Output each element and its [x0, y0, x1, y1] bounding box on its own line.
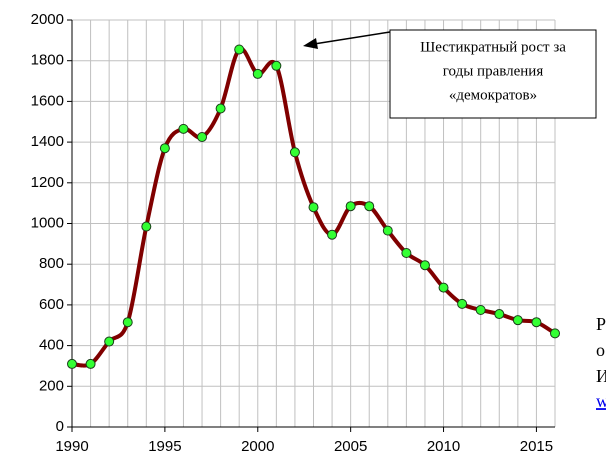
y-tick-label: 2000 — [31, 11, 64, 28]
marker — [512, 315, 523, 326]
x-tick-label: 1990 — [55, 438, 88, 455]
marker — [531, 317, 542, 328]
marker — [345, 201, 356, 212]
marker — [197, 132, 208, 143]
y-tick-label: 400 — [39, 337, 64, 354]
x-tick-label: 2000 — [241, 438, 274, 455]
side-link[interactable]: w — [596, 391, 606, 411]
marker — [289, 147, 300, 158]
x-tick-label: 2005 — [334, 438, 367, 455]
marker — [85, 358, 96, 369]
annotation-text: Шестикратный рост за — [420, 39, 566, 55]
y-tick-label: 1200 — [31, 174, 64, 191]
marker — [327, 229, 338, 240]
marker — [494, 309, 505, 320]
side-text: И — [596, 366, 606, 386]
arrow-head — [303, 38, 318, 49]
y-tick-label: 1800 — [31, 52, 64, 69]
x-tick-label: 2010 — [427, 438, 460, 455]
y-tick-label: 1600 — [31, 92, 64, 109]
plot — [67, 44, 560, 369]
marker — [159, 143, 170, 154]
annotation-arrow — [313, 31, 391, 45]
y-tick-label: 200 — [39, 377, 64, 394]
marker — [271, 60, 282, 71]
marker — [141, 221, 152, 232]
marker — [457, 298, 468, 309]
side-text: Р — [596, 314, 606, 334]
marker — [419, 260, 430, 271]
marker — [550, 328, 560, 339]
marker — [252, 68, 263, 79]
annotation-text: «демократов» — [449, 87, 537, 103]
y-tick-label: 1400 — [31, 133, 64, 150]
y-tick-label: 0 — [56, 418, 64, 435]
marker — [122, 317, 133, 328]
grid: 0 200 400 600 800 1000 1200 1400 1600 1800 2000 199… — [31, 11, 556, 455]
annotation-box — [389, 29, 597, 119]
x-tick-label: 2015 — [520, 438, 553, 455]
marker — [178, 123, 189, 134]
marker — [67, 358, 77, 369]
x-tick-label: 1995 — [148, 438, 181, 455]
y-tick-label: 800 — [39, 255, 64, 272]
marker — [401, 248, 412, 259]
marker — [215, 103, 226, 114]
marker — [234, 44, 245, 55]
marker — [104, 336, 115, 347]
side-text: о — [596, 340, 605, 360]
y-tick-label: 600 — [39, 296, 64, 313]
marker — [475, 304, 486, 315]
line — [71, 46, 557, 368]
annotation-text: годы правления — [443, 63, 544, 79]
marker — [364, 201, 375, 212]
marker — [382, 225, 393, 236]
y-tick-label: 1000 — [31, 214, 64, 231]
marker — [308, 202, 319, 213]
marker — [438, 282, 449, 293]
